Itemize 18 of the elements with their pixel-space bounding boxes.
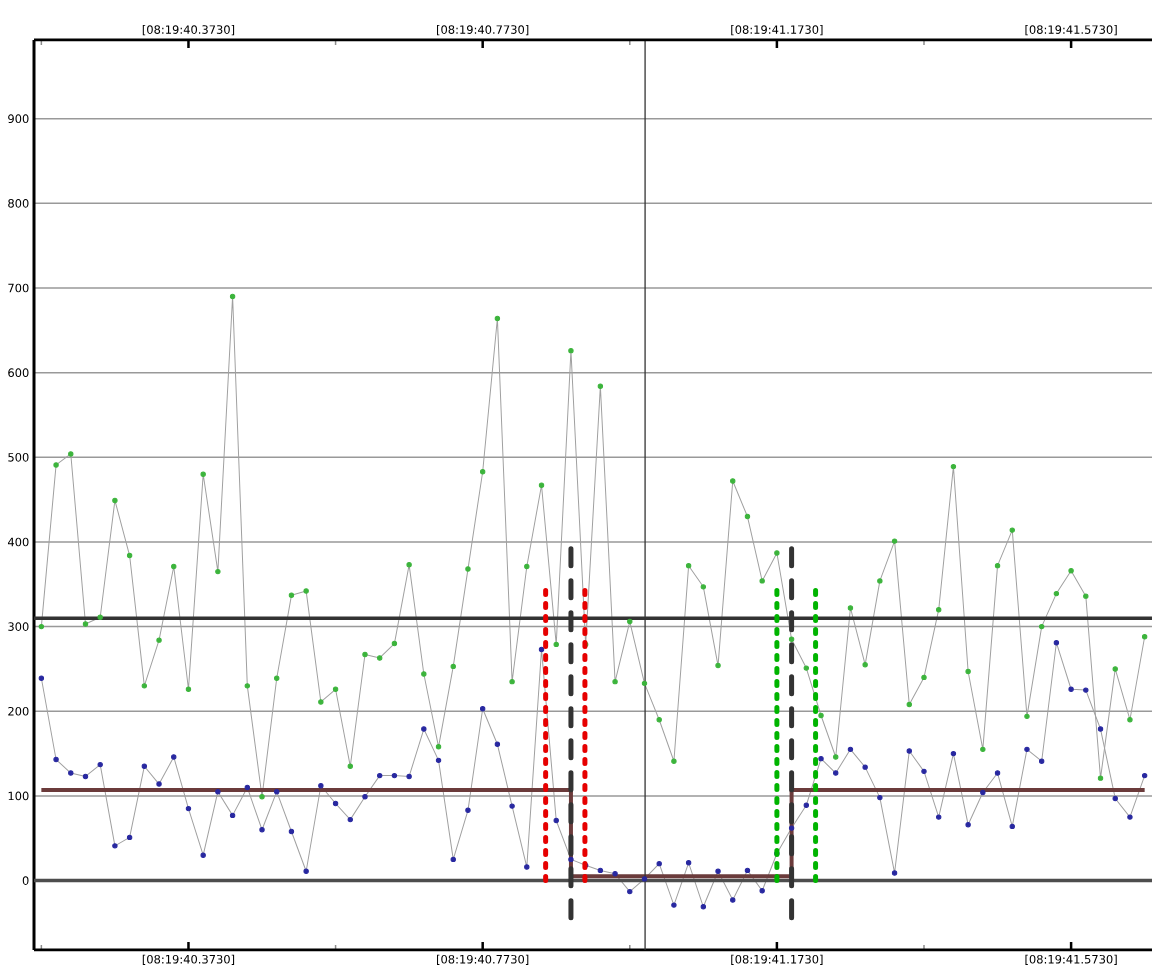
y-tick-label: 800: [8, 199, 29, 208]
x-tick-label: [08:19:41.1730]: [731, 954, 823, 965]
y-tick-label: 700: [8, 283, 29, 293]
category-label: [08:19:40.7730]: [437, 25, 529, 36]
x-tick-label: [08:19:40.3730]: [142, 954, 235, 965]
category-label: [08:19:41.5730]: [1025, 25, 1117, 36]
y-tick-label: 500: [8, 452, 29, 462]
x-tick-label: [08:19:40.7730]: [437, 954, 529, 965]
y-tick-label: 200: [8, 706, 29, 716]
y-tick-label: 400: [7, 537, 29, 547]
x-tick-label: [08:19:41.5730]: [1025, 954, 1117, 965]
y-tick-label: 900: [8, 114, 29, 124]
y-tick-label: 300: [8, 622, 29, 631]
y-tick-label: 0: [22, 876, 29, 885]
y-tick-label: 100: [8, 791, 29, 801]
y-tick-label: 600: [8, 368, 29, 377]
category-label: [08:19:40.3730]: [142, 25, 235, 36]
category-label: [08:19:41.1730]: [731, 25, 823, 36]
